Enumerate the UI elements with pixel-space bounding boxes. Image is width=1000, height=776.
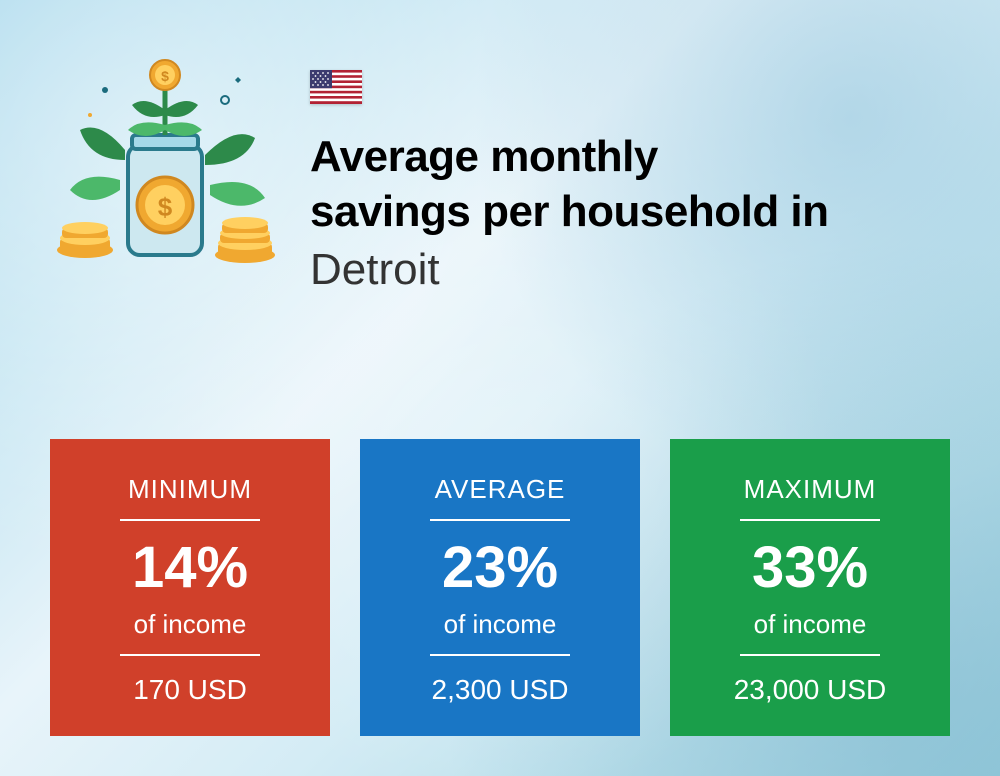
card-sub: of income	[444, 609, 557, 640]
card-percent: 33%	[752, 539, 868, 597]
card-divider	[120, 519, 260, 521]
card-amount: 170 USD	[133, 674, 247, 706]
title-line2: savings per household in	[310, 184, 950, 239]
header-section: $ $	[50, 50, 950, 295]
card-sub: of income	[754, 609, 867, 640]
city-name: Detroit	[310, 245, 950, 295]
card-percent: 14%	[132, 539, 248, 597]
savings-jar-icon: $ $	[50, 50, 280, 280]
card-percent: 23%	[442, 539, 558, 597]
card-divider	[430, 654, 570, 656]
us-flag-icon	[310, 70, 362, 104]
card-amount: 2,300 USD	[432, 674, 569, 706]
title-line1: Average monthly	[310, 129, 950, 184]
savings-illustration: $ $	[50, 50, 280, 280]
card-divider	[740, 519, 880, 521]
svg-text:$: $	[158, 192, 173, 222]
card-divider	[120, 654, 260, 656]
card-amount: 23,000 USD	[734, 674, 887, 706]
card-divider	[740, 654, 880, 656]
stat-card-minimum: MINIMUM 14% of income 170 USD	[50, 439, 330, 736]
stat-card-average: AVERAGE 23% of income 2,300 USD	[360, 439, 640, 736]
card-label: AVERAGE	[435, 474, 566, 505]
title-block: Average monthly savings per household in…	[310, 50, 950, 295]
card-label: MAXIMUM	[744, 474, 877, 505]
card-divider	[430, 519, 570, 521]
card-sub: of income	[134, 609, 247, 640]
card-label: MINIMUM	[128, 474, 252, 505]
stat-card-maximum: MAXIMUM 33% of income 23,000 USD	[670, 439, 950, 736]
svg-text:$: $	[161, 68, 169, 84]
stat-cards: MINIMUM 14% of income 170 USD AVERAGE 23…	[50, 439, 950, 736]
